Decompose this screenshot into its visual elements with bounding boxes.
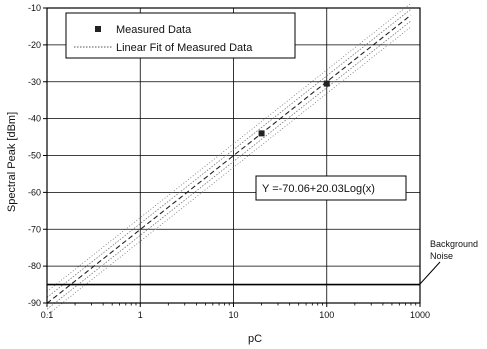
equation-text: Y =-70.06+20.03Log(x) xyxy=(262,183,375,195)
y-tick-label: -40 xyxy=(28,114,41,124)
equation-box: Y =-70.06+20.03Log(x) xyxy=(255,175,407,201)
legend-marker-measured xyxy=(95,26,101,32)
background-noise-label-line1: Background xyxy=(430,239,478,249)
y-tick-label: -10 xyxy=(28,3,41,13)
y-tick-label: -60 xyxy=(28,187,41,197)
equation-frame xyxy=(255,175,407,201)
fit-confidence-band xyxy=(46,26,412,316)
x-tick-label: 1000 xyxy=(410,310,430,320)
data-point xyxy=(258,130,265,137)
legend: Measured Data Linear Fit of Measured Dat… xyxy=(65,12,296,59)
background-noise-pointer xyxy=(419,261,441,285)
y-tick-label: -90 xyxy=(28,298,41,308)
plot-area xyxy=(46,2,420,316)
y-tick-label: -50 xyxy=(28,151,41,161)
y-tick-label: -30 xyxy=(28,77,41,87)
legend-label-measured: Measured Data xyxy=(116,24,192,36)
y-tick-label: -70 xyxy=(28,224,41,234)
legend-box xyxy=(65,12,296,59)
x-axis-ticks: 0.1 1 10 100 1000 xyxy=(41,303,430,320)
fit-confidence-band xyxy=(46,8,412,298)
background-noise-label-line2: Noise xyxy=(430,251,453,261)
fit-line xyxy=(46,14,412,304)
y-axis-ticks: -10 -20 -30 -40 -50 -60 -70 -80 -90 xyxy=(28,3,47,308)
y-tick-label: -20 xyxy=(28,40,41,50)
fit-confidence-band xyxy=(46,20,412,310)
y-axis-label: Spectral Peak [dBm] xyxy=(6,112,18,212)
background-noise-label: Background Noise xyxy=(419,239,478,285)
legend-label-fit: Linear Fit of Measured Data xyxy=(116,42,253,54)
x-tick-label: 100 xyxy=(319,310,334,320)
x-axis-label: pC xyxy=(248,333,262,345)
x-tick-label: 10 xyxy=(228,310,238,320)
x-tick-label: 0.1 xyxy=(41,310,54,320)
data-point xyxy=(323,80,330,87)
x-tick-label: 1 xyxy=(138,310,143,320)
y-tick-label: -80 xyxy=(28,261,41,271)
